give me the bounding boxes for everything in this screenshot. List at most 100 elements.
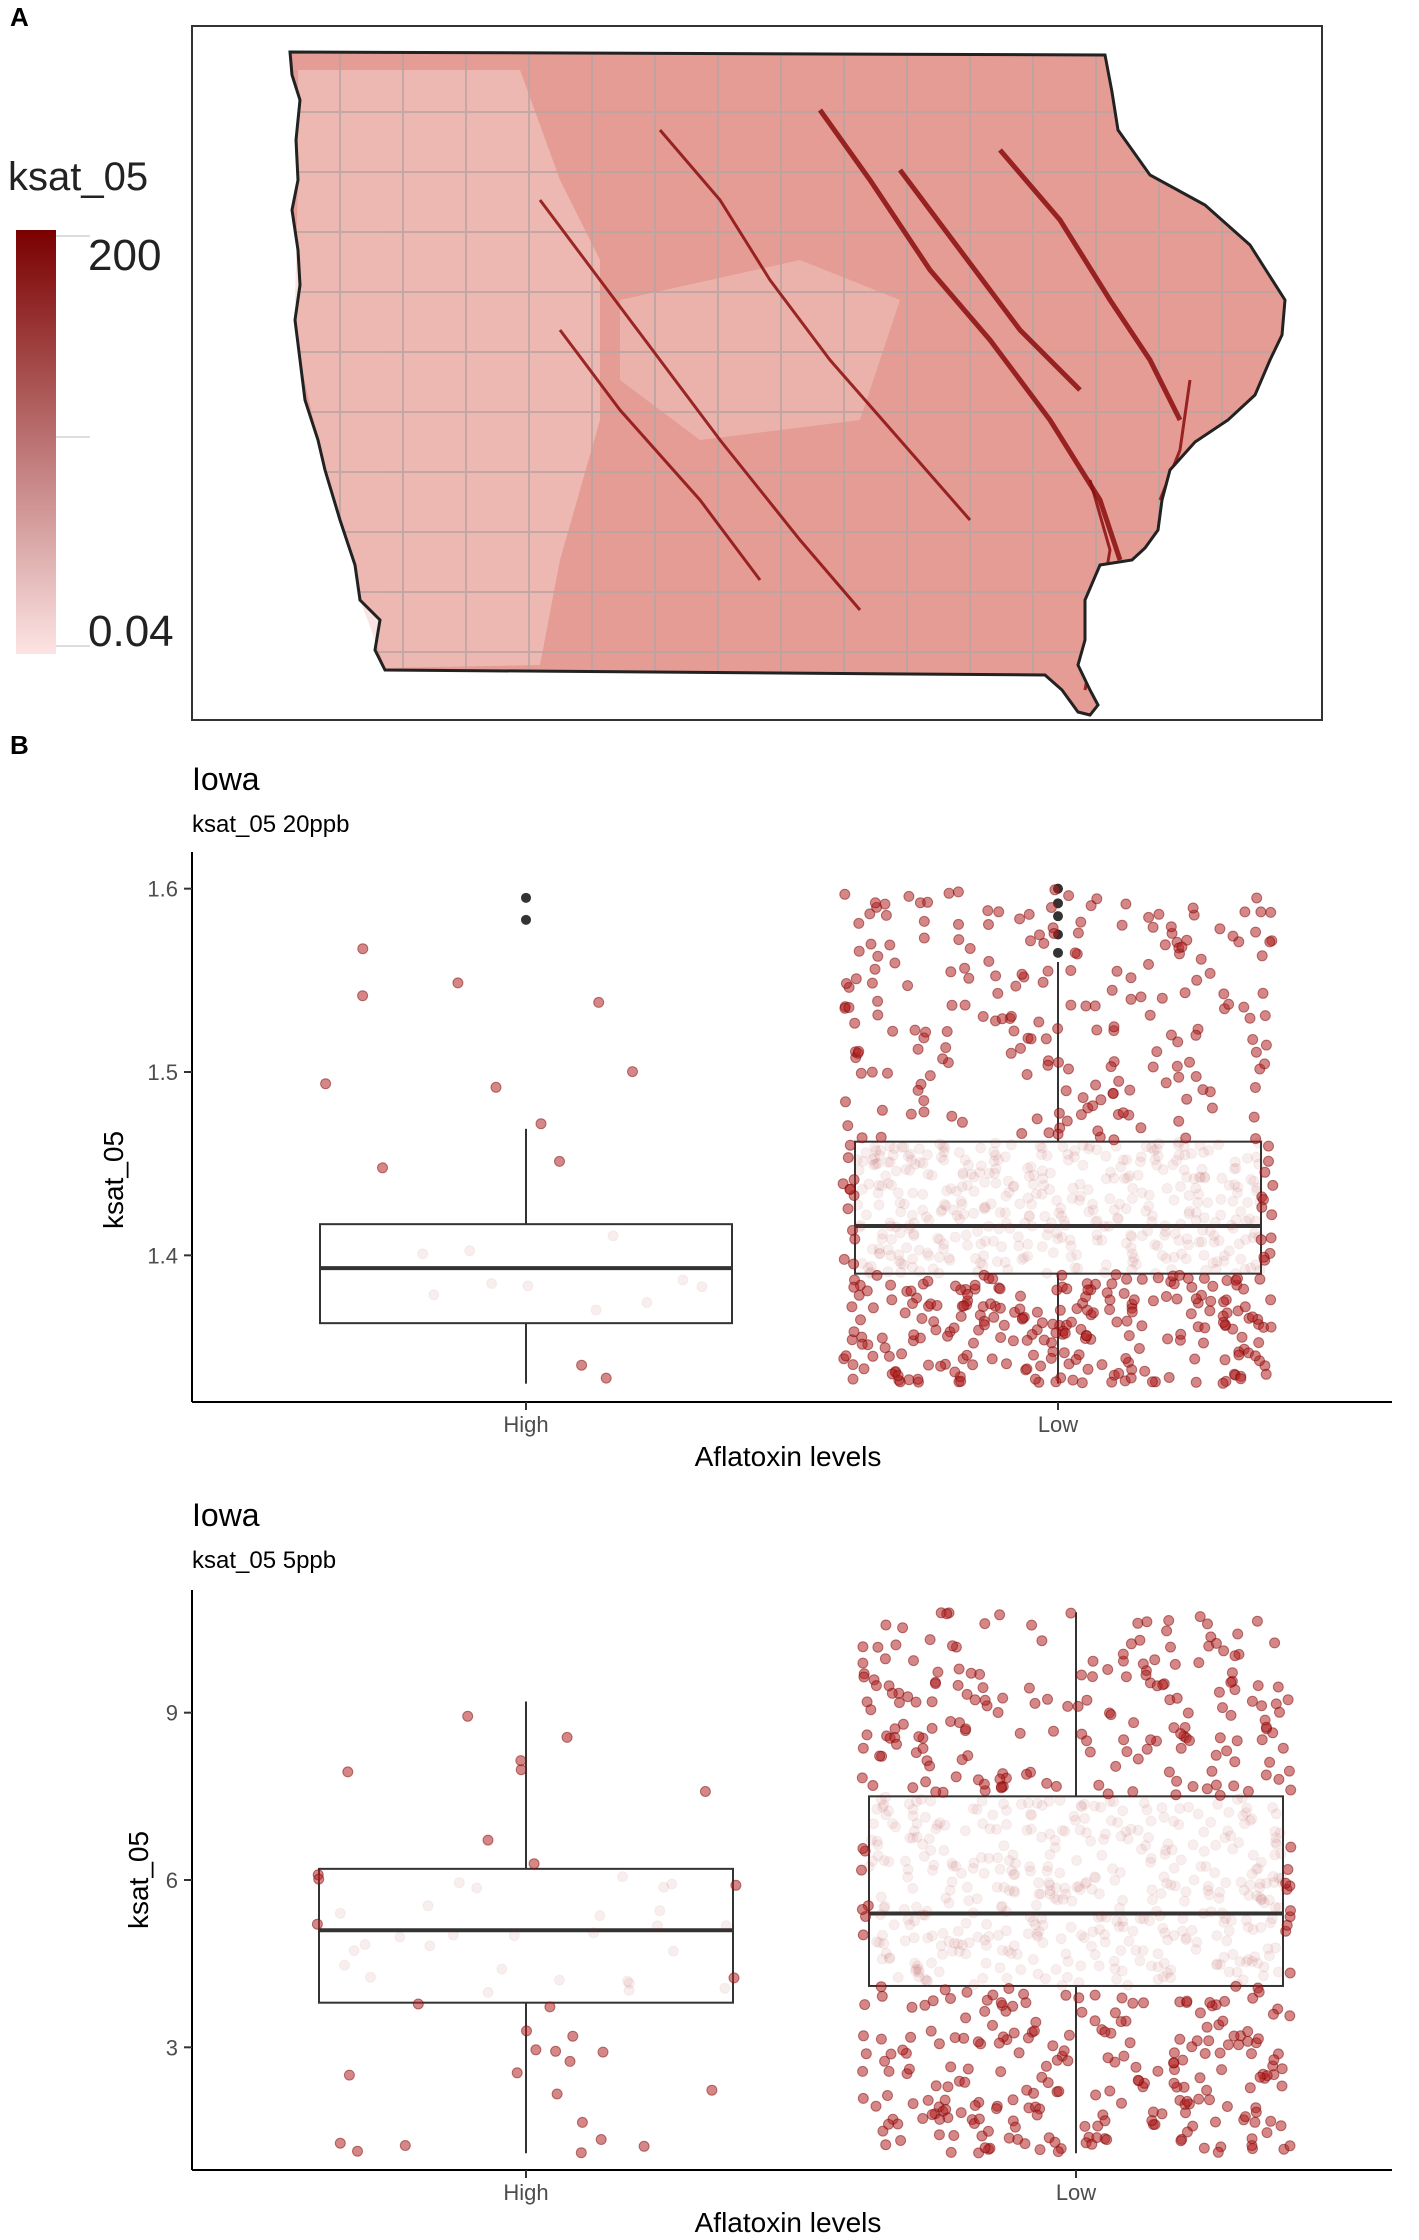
data-point [1162, 1333, 1174, 1345]
data-point [1126, 1306, 1138, 1318]
data-point [1082, 1363, 1094, 1375]
data-point [1152, 1961, 1164, 1973]
data-point [1198, 1845, 1210, 1857]
data-point [998, 1840, 1010, 1852]
data-point [1021, 1363, 1033, 1375]
data-point [1001, 1358, 1012, 1370]
data-point [872, 1187, 884, 1199]
data-point [1022, 2032, 1034, 2044]
data-point [428, 1289, 440, 1301]
data-point [840, 978, 852, 989]
data-point [1143, 1200, 1155, 1212]
data-point [1136, 1273, 1148, 1285]
data-point [1030, 1919, 1041, 1931]
data-point [1173, 1115, 1185, 1127]
data-point [952, 1925, 964, 1937]
data-point [1157, 1164, 1169, 1175]
data-point [1005, 1047, 1017, 1059]
data-point [1140, 1141, 1152, 1153]
data-point [515, 1764, 527, 1776]
data-point [1177, 2054, 1189, 2066]
data-point [1016, 1128, 1028, 1139]
data-point [1262, 1943, 1274, 1955]
data-point [883, 2118, 894, 2130]
data-point [889, 957, 901, 969]
data-point [936, 1204, 948, 1216]
data-point [856, 1904, 868, 1915]
data-point [989, 1149, 1001, 1161]
data-point [1193, 2093, 1205, 2105]
data-point [1233, 1837, 1245, 1848]
data-point [617, 1871, 629, 1883]
data-point [948, 1937, 960, 1949]
data-point [1217, 1316, 1229, 1328]
data-point [1121, 1746, 1133, 1758]
data-point [1059, 1327, 1071, 1339]
data-point [1251, 1615, 1263, 1627]
data-point [1253, 1158, 1265, 1170]
data-point [967, 1803, 979, 1815]
data-point [962, 2063, 974, 2075]
data-point [1116, 919, 1128, 931]
data-point [1003, 1186, 1015, 1198]
data-point [1038, 1179, 1050, 1191]
data-point [1036, 1913, 1048, 1925]
data-point [1175, 1854, 1187, 1866]
x-tick-label: Low [1038, 1412, 1078, 1437]
data-point [1071, 1855, 1083, 1866]
data-point [1199, 1171, 1211, 1183]
data-point [1198, 1337, 1209, 1349]
data-point [991, 1256, 1003, 1268]
data-point [1270, 1832, 1282, 1844]
data-point [1109, 1963, 1121, 1975]
data-point [1218, 1255, 1230, 1267]
legend-max-label: 200 [88, 231, 161, 280]
data-point [855, 1314, 866, 1326]
data-point [699, 1786, 711, 1797]
data-point [1258, 1897, 1270, 1909]
data-point [952, 1938, 964, 1950]
data-point [1075, 1960, 1087, 1972]
data-point [1081, 1330, 1093, 1342]
data-point [922, 2094, 934, 2106]
data-point [1026, 1809, 1038, 1821]
data-point [937, 1140, 949, 1152]
data-point [932, 1232, 944, 1244]
y-tick-label: 9 [166, 1701, 178, 1726]
box-low [868, 1795, 1284, 1987]
data-point [884, 1140, 896, 1152]
data-point [890, 1165, 902, 1177]
data-point [1239, 1818, 1250, 1830]
data-point [983, 1167, 995, 1179]
data-point [895, 1257, 907, 1269]
data-point [1123, 1330, 1135, 1342]
data-point [890, 1821, 901, 1833]
data-point [848, 1281, 860, 1293]
data-point [1087, 1671, 1098, 1683]
data-point [904, 1148, 916, 1160]
data-point [1158, 1871, 1170, 1883]
data-point [1254, 2071, 1266, 2083]
data-point [847, 1373, 859, 1385]
data-point [1007, 1181, 1019, 1193]
data-point [1265, 2115, 1277, 2127]
data-point [1270, 1836, 1282, 1848]
data-point [1045, 1217, 1057, 1229]
data-point [957, 1939, 968, 1951]
data-point [1225, 1676, 1237, 1688]
data-point [334, 1907, 346, 1919]
data-point [1145, 1853, 1157, 1864]
data-point [1072, 1700, 1084, 1712]
data-point [1274, 1706, 1285, 1718]
data-point [1108, 1134, 1120, 1146]
data-point [1026, 1619, 1038, 1631]
data-point [1058, 1215, 1070, 1227]
data-point [359, 1939, 371, 1950]
data-point [1057, 1141, 1069, 1153]
data-point [1042, 2077, 1054, 2089]
data-point [932, 1666, 944, 1678]
data-point [1210, 1779, 1222, 1791]
data-point [1111, 1316, 1123, 1328]
data-point [1165, 1641, 1176, 1653]
data-point [960, 2012, 972, 2024]
